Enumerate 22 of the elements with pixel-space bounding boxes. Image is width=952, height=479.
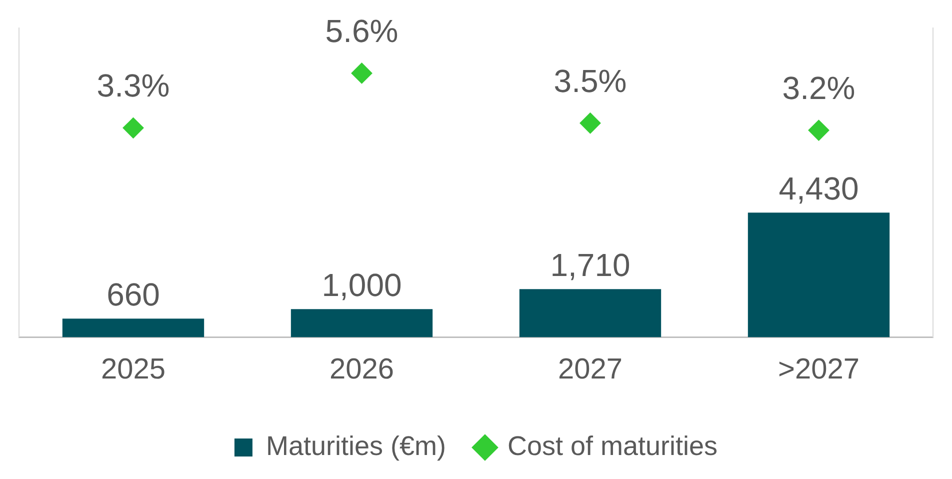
data-label: 3.2% bbox=[782, 70, 856, 106]
legend-label: Maturities (€m) bbox=[266, 430, 446, 461]
x-tick-label: 2026 bbox=[329, 354, 394, 386]
data-label: 3.3% bbox=[96, 68, 170, 104]
point bbox=[580, 112, 601, 134]
x-tick-label: 2027 bbox=[558, 354, 623, 386]
x-tick-label: >2027 bbox=[778, 354, 860, 386]
bar bbox=[748, 212, 890, 338]
point bbox=[808, 120, 830, 141]
bar bbox=[62, 318, 204, 338]
bar bbox=[290, 309, 433, 338]
data-label: 5.6% bbox=[325, 13, 398, 50]
point bbox=[122, 117, 144, 138]
data-label: 4,430 bbox=[778, 170, 859, 207]
data-label: 660 bbox=[106, 276, 160, 312]
data-label: 1,710 bbox=[550, 246, 630, 283]
data-label: 1,000 bbox=[322, 266, 402, 303]
point bbox=[351, 62, 372, 84]
legend-label: Cost of maturities bbox=[507, 430, 718, 461]
bar bbox=[519, 289, 662, 338]
data-label: 3.5% bbox=[554, 62, 627, 99]
x-tick-label: 2025 bbox=[100, 354, 166, 386]
